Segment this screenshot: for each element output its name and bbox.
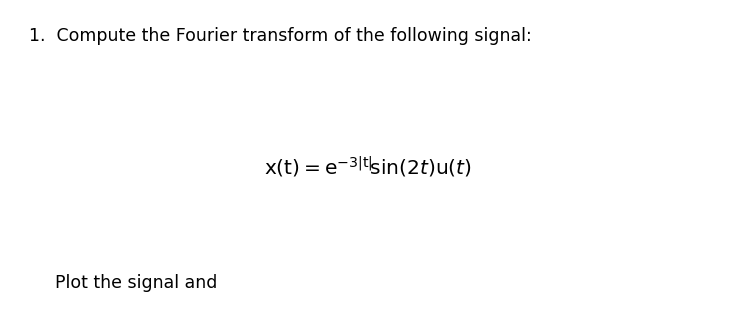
Text: $\mathregular{x(t) = e^{-3|t|}\!sin(2}$$\mathit{t}$$\mathregular{)u(}$$\mathit{t: $\mathregular{x(t) = e^{-3|t|}\!sin(2}$$… bbox=[264, 154, 471, 180]
Text: Plot the signal and: Plot the signal and bbox=[55, 274, 218, 292]
Text: 1.  Compute the Fourier transform of the following signal:: 1. Compute the Fourier transform of the … bbox=[29, 27, 532, 45]
